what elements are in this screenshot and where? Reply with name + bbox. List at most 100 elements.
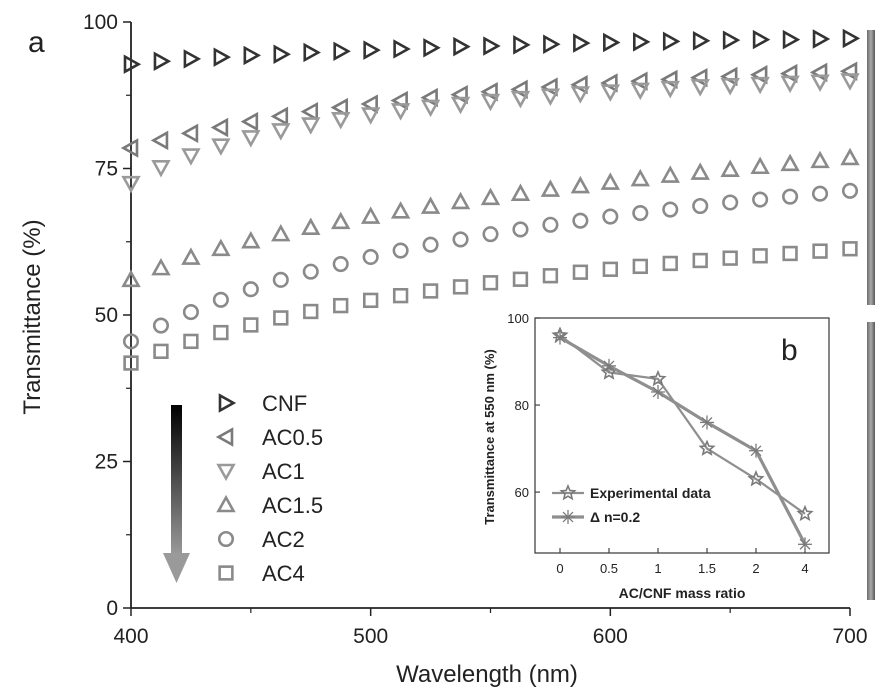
data-point [747,469,765,487]
data-point [420,99,441,118]
data-point [720,77,740,96]
data-point [422,236,439,253]
data-point [570,175,591,194]
legend-label: AC0.5 [262,425,323,450]
data-point [123,355,139,371]
data-point [720,159,740,177]
data-point [362,248,379,266]
data-point [272,271,289,288]
data-point [700,415,714,430]
data-point [749,443,763,458]
x-tick-label: 700 [832,625,867,648]
data-point [632,32,651,52]
y-tick-label: 50 [95,304,118,327]
x-tick-label: 1 [654,561,661,576]
photo-strip-bottom [867,322,875,600]
data-point [602,261,619,277]
series-ac4 [123,241,858,371]
data-point [333,297,349,314]
data-point [573,33,591,53]
data-point [810,150,830,169]
data-point [122,333,140,350]
data-point [450,191,471,210]
data-point [600,84,621,102]
legend-gradient-arrow-shaft [171,405,182,555]
data-point [649,369,667,387]
data-point [301,117,321,135]
x-tick-label: 500 [353,625,388,648]
series-ac2 [122,182,859,350]
legend-label: AC2 [262,527,305,552]
data-point [750,156,770,175]
data-point [330,97,349,118]
data-point [692,31,711,51]
data-point [572,264,589,280]
data-point [360,206,381,224]
data-point [692,197,709,215]
data-point [153,51,172,71]
data-point [183,49,202,69]
data-point [543,34,561,54]
data-point [782,245,798,262]
legend-marker-cnf [218,393,237,413]
data-point [390,103,411,121]
data-point [181,247,201,265]
data-point [842,241,858,257]
data-point [480,93,501,112]
data-point [390,201,411,219]
x-tick-label: 0 [556,561,563,576]
data-point [810,74,830,92]
x-tick-label: 0.5 [600,561,618,576]
data-point [570,86,591,104]
data-point [780,75,800,94]
data-point [302,263,319,280]
data-point [271,123,291,141]
data-point [392,242,409,259]
panel-b-label: b [781,334,798,367]
data-point [152,317,170,334]
legend-label: AC4 [262,561,305,586]
data-point [303,42,321,63]
data-point [796,504,814,522]
data-point [452,279,469,295]
legend-marker-ac0-5 [215,427,234,447]
data-point [212,291,229,308]
data-point [213,47,232,67]
data-point [692,252,708,269]
x-tick-label: 4 [801,561,808,576]
legend-marker [559,483,577,501]
data-point [482,226,499,243]
data-point [240,111,259,132]
data-point [842,28,861,49]
data-point [512,271,529,287]
panel-b-y-axis-label: Transmittance at 550 nm (%) [482,349,497,525]
data-point [840,73,860,91]
series-line [559,334,806,515]
data-point [333,41,351,62]
data-point [480,187,501,206]
data-point [690,79,710,97]
data-point [121,269,141,288]
data-point [273,44,291,64]
data-point [660,80,680,99]
panel-a-y-axis-label: Transmittance (%) [19,219,46,414]
data-point [303,303,319,320]
series-delta-n-0-2 [553,330,812,552]
data-point [181,148,201,166]
panel-a-label: a [28,26,45,59]
legend-marker-ac4 [218,565,234,581]
data-point [782,188,799,205]
panel-b-inset: b 0 0.5 1 1.5 2 4 60 80 100 AC/CNF mass ratio Tr… [470,303,840,603]
data-point [362,292,379,309]
panel-a-series [120,28,861,371]
data-point [153,343,169,360]
data-point [572,212,589,229]
data-point [210,117,229,138]
data-point [151,257,171,276]
data-point [482,275,499,291]
y-tick-label: 100 [83,11,118,34]
data-point [452,231,469,248]
data-point [752,191,769,208]
